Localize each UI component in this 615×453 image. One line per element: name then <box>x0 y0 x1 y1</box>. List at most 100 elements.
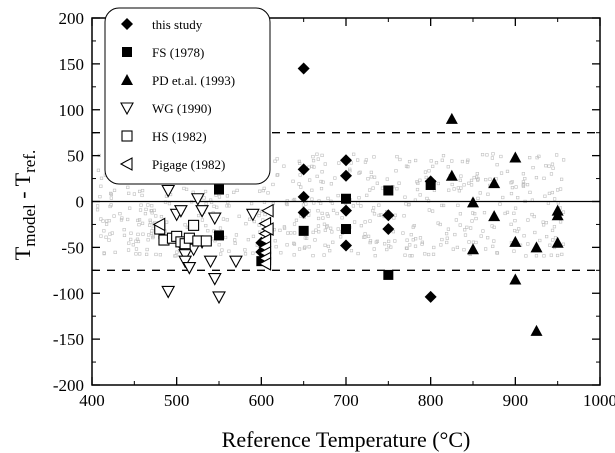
background-data-point <box>146 238 150 242</box>
background-data-point <box>457 189 461 193</box>
background-data-point <box>191 190 195 194</box>
background-data-point <box>310 188 314 192</box>
background-data-point <box>131 243 135 247</box>
background-data-point <box>366 177 370 181</box>
background-data-point <box>227 204 231 208</box>
background-data-point <box>333 176 337 180</box>
background-data-point <box>561 210 566 214</box>
background-data-point <box>551 238 555 242</box>
background-data-point <box>351 204 355 208</box>
background-data-point <box>137 218 142 222</box>
background-data-point <box>482 211 487 215</box>
data-point <box>340 204 352 217</box>
background-data-point <box>427 208 431 212</box>
background-data-point <box>140 221 145 225</box>
background-data-point <box>323 162 327 166</box>
background-data-point <box>490 156 494 160</box>
data-point <box>214 184 224 195</box>
x-axis-title: Reference Temperature (°C) <box>222 427 471 452</box>
data-point <box>190 193 205 206</box>
background-data-point <box>263 212 267 217</box>
background-data-point <box>363 232 367 236</box>
background-data-point <box>547 191 552 196</box>
background-data-point <box>298 173 302 177</box>
background-data-point <box>126 248 131 252</box>
background-data-point <box>308 178 312 182</box>
data-point <box>207 212 222 226</box>
background-data-point <box>555 253 560 258</box>
background-data-point <box>393 213 397 217</box>
background-data-point <box>431 209 435 213</box>
background-data-point <box>404 202 408 206</box>
background-data-point <box>104 235 108 239</box>
background-data-point <box>294 218 299 222</box>
background-data-point <box>127 241 131 245</box>
background-data-point <box>137 189 142 194</box>
background-data-point <box>429 159 433 163</box>
background-data-point <box>139 203 143 207</box>
background-data-point <box>517 227 521 231</box>
y-tick-labels: -200 -150 -100 -50 0 50 100 150 200 <box>53 9 84 395</box>
background-data-point <box>286 231 290 235</box>
background-data-point <box>544 221 548 225</box>
background-data-point <box>372 155 376 159</box>
background-data-point <box>307 213 311 217</box>
background-data-point <box>292 242 297 246</box>
background-data-point <box>363 220 367 224</box>
y-axis-title-mid: - T <box>10 172 35 204</box>
background-data-point <box>414 237 418 241</box>
background-data-point <box>320 153 324 157</box>
background-data-point <box>356 201 360 205</box>
background-data-point <box>112 214 116 218</box>
background-data-point <box>307 245 311 249</box>
background-data-point <box>352 152 356 156</box>
background-data-point <box>319 201 323 206</box>
background-data-point <box>276 173 280 177</box>
background-data-point <box>212 204 216 208</box>
background-data-point <box>431 164 435 169</box>
background-data-point <box>147 233 151 237</box>
background-data-point <box>499 171 504 175</box>
data-point <box>203 255 218 269</box>
background-data-point <box>524 254 528 258</box>
background-data-point <box>368 240 372 245</box>
background-data-point <box>499 154 503 159</box>
background-data-point <box>148 218 152 222</box>
background-data-point <box>409 233 413 237</box>
reference-lines <box>92 132 600 271</box>
background-data-point <box>397 181 401 185</box>
background-data-point <box>402 214 406 218</box>
data-point <box>425 179 436 190</box>
background-data-point <box>323 228 327 232</box>
background-data-point <box>550 190 554 195</box>
series-0 <box>255 62 437 303</box>
background-data-point <box>144 207 148 212</box>
background-data-point <box>407 202 411 206</box>
background-data-point <box>303 245 307 249</box>
background-data-point <box>462 248 466 252</box>
x-tick-label: 800 <box>418 391 444 410</box>
y-tick-label: 0 <box>76 193 85 212</box>
background-data-point <box>415 180 419 184</box>
y-tick-label: 100 <box>59 101 85 120</box>
background-data-point <box>316 224 321 228</box>
background-data-point <box>110 231 114 235</box>
background-data-point <box>363 235 367 239</box>
series-4 <box>154 219 212 250</box>
background-data-point <box>510 185 515 190</box>
background-data-point <box>385 177 389 181</box>
background-data-point <box>393 239 397 243</box>
background-data-point <box>243 248 247 252</box>
background-data-point <box>410 254 414 258</box>
data-point <box>298 225 309 236</box>
background-data-point <box>515 229 519 234</box>
y-axis-title-main: T <box>10 246 35 260</box>
data-point <box>178 255 193 269</box>
y-tick-label: -200 <box>53 376 84 395</box>
background-data-point <box>481 229 485 233</box>
y-tick-label: 200 <box>59 9 85 28</box>
background-data-point <box>217 243 221 247</box>
data-point <box>340 169 352 182</box>
background-data-point <box>330 230 334 234</box>
background-data-point <box>550 162 555 166</box>
